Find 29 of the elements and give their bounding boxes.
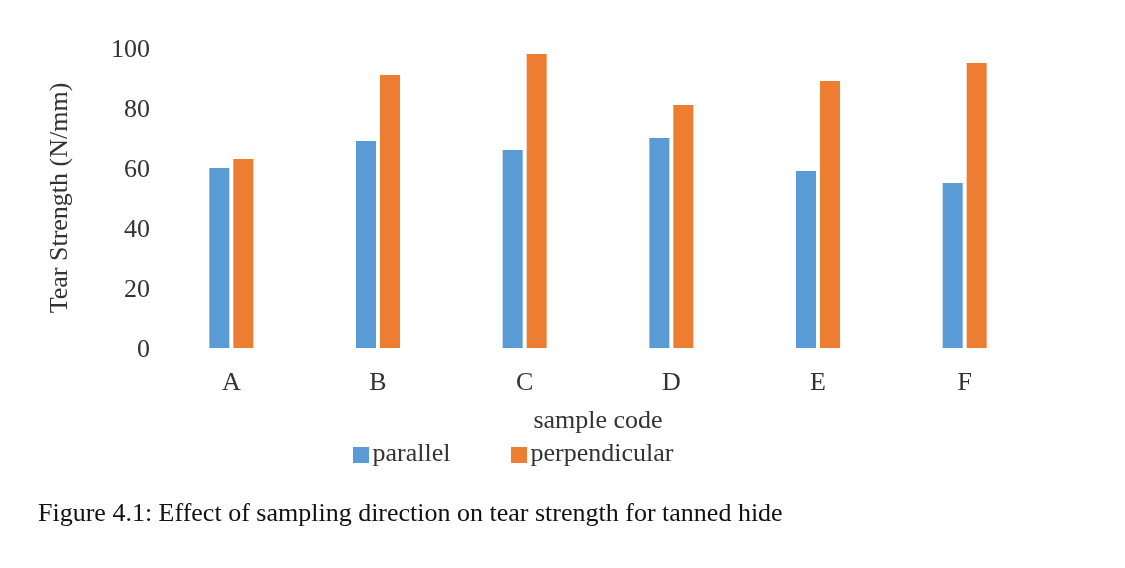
- x-tick-label: C: [515, 367, 534, 397]
- bar: [502, 150, 523, 348]
- bar: [233, 159, 254, 348]
- y-tick-label: 0: [137, 334, 150, 364]
- bar: [942, 183, 963, 348]
- bar: [209, 168, 230, 348]
- y-tick-label: 60: [124, 154, 150, 184]
- y-tick-label: 40: [124, 214, 150, 244]
- x-tick-label: B: [369, 367, 387, 397]
- caption: Figure 4.1: Effect of sampling direction on tear strength for tanned hide: [38, 498, 784, 528]
- y-tick-label: 80: [124, 94, 150, 124]
- x-tick-label: D: [661, 367, 681, 397]
- legend-label: parallel: [372, 438, 451, 467]
- x-tick-label: E: [810, 367, 826, 397]
- y-axis-title: Tear Strength (N/mm): [44, 82, 74, 314]
- bar: [649, 138, 670, 348]
- bar: [820, 81, 840, 348]
- y-tick-label: 100: [111, 34, 150, 64]
- x-tick-label: F: [957, 367, 972, 397]
- bar: [356, 141, 376, 348]
- y-tick-label: 20: [124, 274, 150, 304]
- bar: [796, 171, 816, 348]
- legend-label: perpendicular: [530, 438, 674, 467]
- bar: [673, 105, 694, 348]
- bar: [526, 54, 547, 348]
- bar: [380, 75, 400, 348]
- x-tick-label: A: [221, 367, 241, 397]
- x-axis-title: sample code: [533, 405, 663, 434]
- bar: [966, 63, 987, 348]
